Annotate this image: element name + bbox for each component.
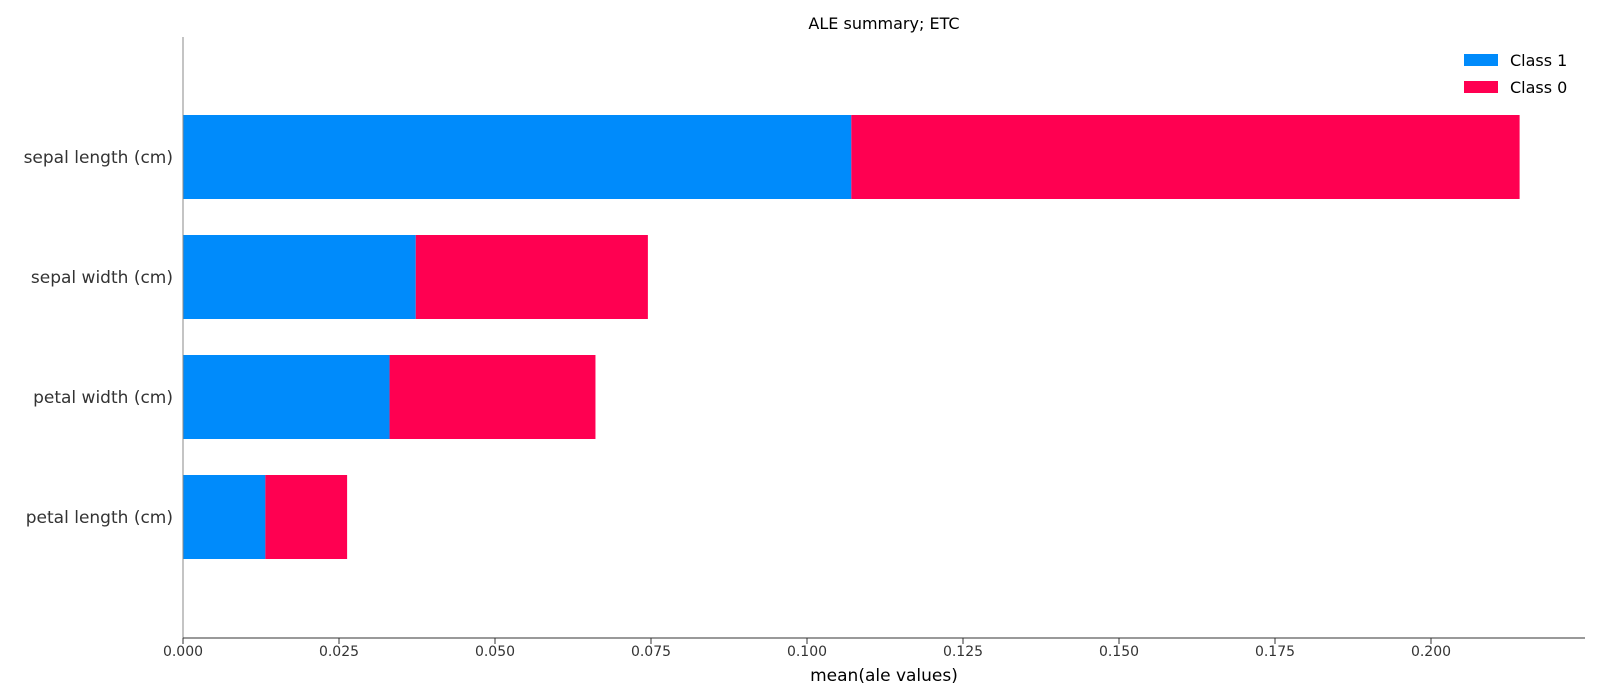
x-tick-label: 0.100 [787,644,827,660]
bar-class-0-2 [389,355,596,439]
x-axis-label: mean(ale values) [810,666,958,686]
legend-label: Class 0 [1510,78,1567,97]
legend-label: Class 1 [1510,51,1567,70]
bar-class-0-1 [415,235,648,319]
x-tick-label: 0.050 [475,644,515,660]
x-tick-label: 0.075 [631,644,671,660]
bars-group [183,115,1520,559]
legend-swatch-class-0 [1464,81,1498,93]
y-tick-label: sepal width (cm) [31,268,173,288]
x-tick-label: 0.150 [1099,644,1139,660]
bar-class-1-2 [183,355,390,439]
bar-class-1-0 [183,115,852,199]
y-tick-labels: sepal length (cm) sepal width (cm) petal w… [24,148,173,528]
x-tick-label: 0.175 [1255,644,1295,660]
bar-class-0-0 [851,115,1520,199]
x-ticks: 0.000 0.025 0.050 0.075 0.100 0.125 0.150 0.175… [163,638,1451,660]
x-tick-label: 0.000 [163,644,203,660]
x-tick-label: 0.125 [943,644,983,660]
legend-swatch-class-1 [1464,54,1498,66]
x-tick-label: 0.200 [1411,644,1451,660]
y-tick-label: petal length (cm) [26,508,173,528]
y-tick-label: sepal length (cm) [24,148,173,168]
bar-class-0-3 [265,475,348,559]
x-tick-label: 0.025 [319,644,359,660]
y-tick-label: petal width (cm) [33,388,173,408]
chart-title: ALE summary; ETC [808,14,959,33]
legend: Class 1 Class 0 [1464,51,1567,97]
bar-class-1-1 [183,235,416,319]
bar-class-1-3 [183,475,266,559]
